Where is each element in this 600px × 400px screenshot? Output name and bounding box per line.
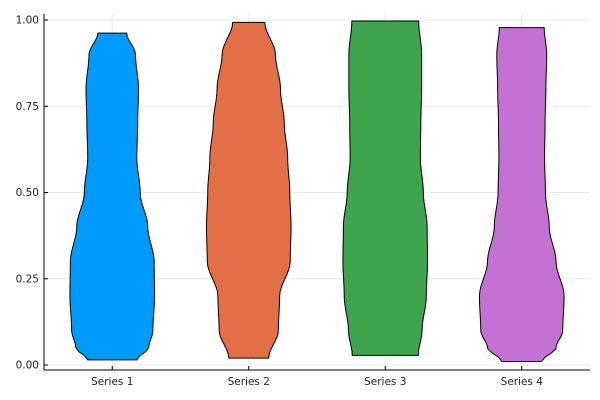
x-tick-label: Series 3	[364, 376, 406, 388]
y-tick-label: 0.00	[16, 360, 39, 372]
violin-series-1	[69, 32, 156, 361]
x-ticks: Series 1 Series 2 Series 3 Series 4	[91, 366, 543, 388]
y-tick-label: 0.25	[16, 273, 39, 285]
violin-series-2	[205, 21, 292, 359]
y-tick-label: 0.50	[16, 187, 39, 199]
x-tick-label: Series 1	[91, 376, 133, 388]
violin-series-3	[342, 20, 429, 356]
y-tick-label: 0.75	[16, 101, 39, 113]
violins	[69, 20, 565, 363]
y-ticks: 0.00 0.25 0.50 0.75 1.00	[16, 15, 48, 372]
x-tick-label: Series 2	[228, 376, 270, 388]
x-tick-label: Series 4	[501, 376, 544, 388]
y-tick-label: 1.00	[16, 15, 39, 27]
violin-series-4	[478, 27, 565, 363]
